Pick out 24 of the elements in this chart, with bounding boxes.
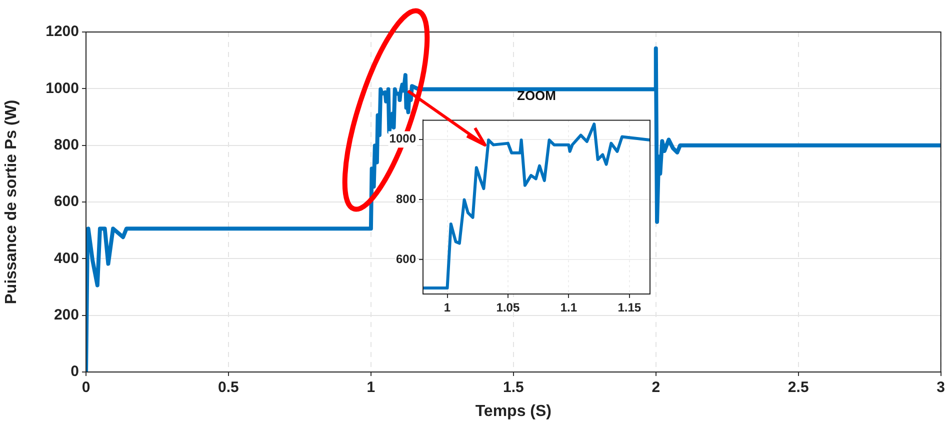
x-tick-label: 1 [366, 379, 376, 396]
y-tick-label: 800 [396, 192, 416, 206]
y-tick-label: 800 [54, 136, 79, 154]
x-tick-label: 2.5 [788, 379, 809, 396]
x-tick-label: 0.5 [218, 379, 239, 396]
x-tick-label: 0 [82, 379, 90, 396]
x-tick-label: 1.05 [496, 300, 520, 315]
y-tick-label: 1000 [389, 132, 416, 146]
y-tick-label: 1000 [46, 80, 79, 97]
y-axis-title: Puissance de sortie Ps (W) [3, 100, 20, 304]
x-tick-label: 1.1 [560, 300, 578, 315]
x-tick-label: 1.15 [618, 300, 642, 315]
x-tick-label: 3 [936, 379, 945, 396]
y-tick-label: 1200 [46, 23, 79, 40]
y-tick-label: 0 [70, 363, 79, 380]
chart-title: ZOOM [516, 88, 557, 105]
x-axis-title: Temps (S) [475, 402, 552, 420]
y-tick-label: 600 [54, 193, 79, 210]
y-tick-label: 600 [396, 252, 416, 266]
x-tick-label: 2 [652, 379, 660, 396]
x-tick-label: 1.5 [502, 379, 524, 396]
y-tick-label: 200 [54, 306, 79, 324]
y-tick-label: 400 [54, 250, 79, 267]
x-tick-label: 1 [444, 300, 451, 315]
